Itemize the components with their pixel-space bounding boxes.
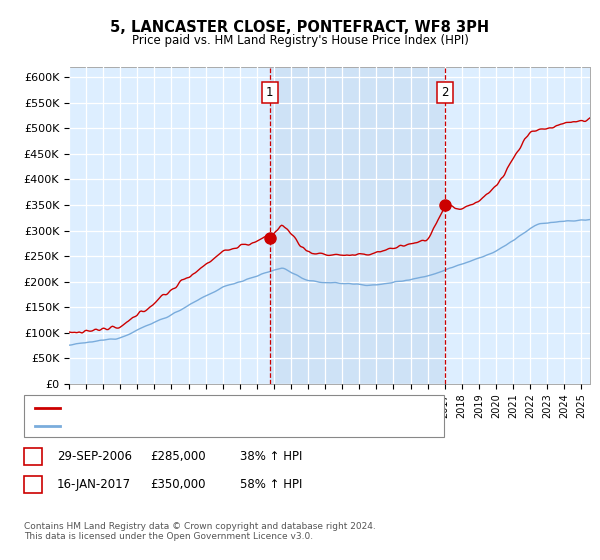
Text: 58% ↑ HPI: 58% ↑ HPI bbox=[240, 478, 302, 491]
Text: 1: 1 bbox=[266, 86, 274, 99]
Text: 5, LANCASTER CLOSE, PONTEFRACT, WF8 3PH (detached house): 5, LANCASTER CLOSE, PONTEFRACT, WF8 3PH … bbox=[65, 403, 400, 413]
Text: 5, LANCASTER CLOSE, PONTEFRACT, WF8 3PH: 5, LANCASTER CLOSE, PONTEFRACT, WF8 3PH bbox=[110, 20, 490, 35]
Text: Price paid vs. HM Land Registry's House Price Index (HPI): Price paid vs. HM Land Registry's House … bbox=[131, 34, 469, 46]
Text: Contains HM Land Registry data © Crown copyright and database right 2024.
This d: Contains HM Land Registry data © Crown c… bbox=[24, 522, 376, 542]
Text: £285,000: £285,000 bbox=[150, 450, 206, 463]
Text: 1: 1 bbox=[29, 450, 37, 463]
Text: HPI: Average price, detached house, Wakefield: HPI: Average price, detached house, Wake… bbox=[65, 421, 308, 431]
Text: 29-SEP-2006: 29-SEP-2006 bbox=[57, 450, 132, 463]
Text: 16-JAN-2017: 16-JAN-2017 bbox=[57, 478, 131, 491]
Text: 2: 2 bbox=[29, 478, 37, 491]
Text: 38% ↑ HPI: 38% ↑ HPI bbox=[240, 450, 302, 463]
Bar bbox=[269, 67, 445, 384]
Text: 2: 2 bbox=[442, 86, 449, 99]
Text: £350,000: £350,000 bbox=[150, 478, 205, 491]
